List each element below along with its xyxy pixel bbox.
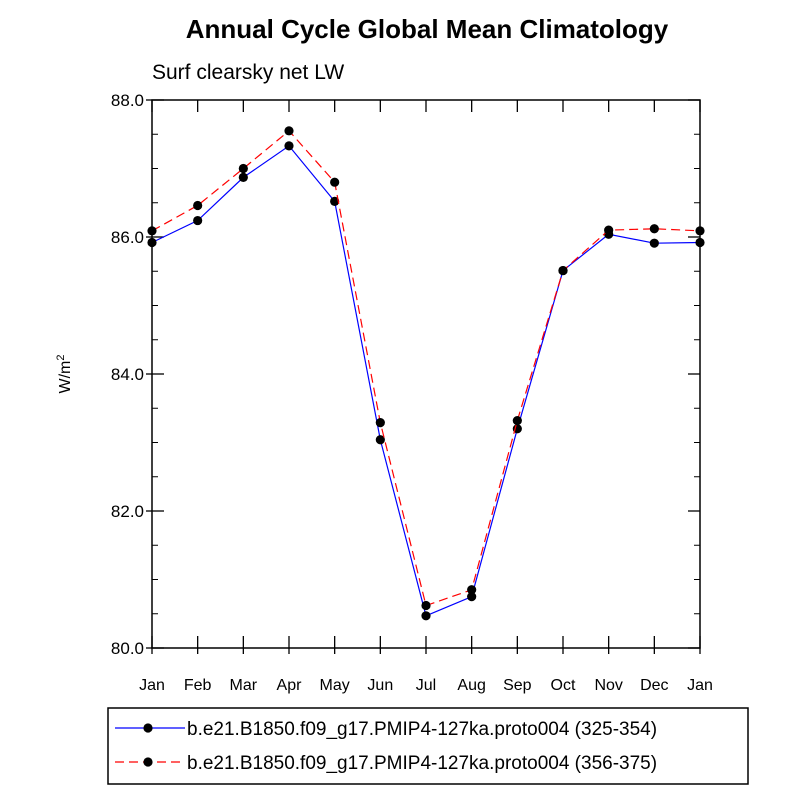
axis-ticks [146,99,701,654]
x-tick-label: Jul [416,677,436,694]
series-line [151,129,701,607]
y-tick-label: 82.0 [111,502,144,521]
data-point [284,126,294,136]
x-tick-label: Oct [551,677,576,694]
legend-box [107,707,749,785]
x-tick-label: Feb [184,677,212,694]
series-1 [147,141,705,621]
series-layer [147,126,705,621]
svg-text:W/m2: W/m2 [55,355,74,394]
data-point [330,177,340,187]
y-tick-label: 80.0 [111,639,144,658]
y-axis-label-superscript: 2 [55,355,67,361]
legend-label-1: b.e21.B1850.f09_g17.PMIP4-127ka.proto004… [187,719,657,740]
x-tick-label: Dec [640,677,668,694]
data-point [238,163,248,174]
data-point [467,585,477,595]
plot-frame [151,99,701,649]
data-point [421,611,431,621]
axis-tick-labels: 80.0 82.0 84.0 86.0 88.0 Jan Feb Mar Apr May Jun Ju… [111,91,713,694]
y-axis-label: W/m2 [55,355,74,394]
y-tick-label: 84.0 [111,365,144,384]
data-point [467,592,477,602]
y-tick-label: 88.0 [111,91,144,110]
legend: b.e21.B1850.f09_g17.PMIP4-127ka.proto004… [107,707,749,785]
x-tick-label: Sep [503,677,532,694]
data-point [284,141,294,151]
data-point [375,418,385,428]
data-point [512,415,522,426]
x-tick-label: May [320,677,350,694]
data-point [238,172,248,183]
data-point [330,196,340,206]
x-tick-label: Jan [687,677,713,694]
series-line [151,145,701,617]
data-point [421,600,431,611]
legend-marker-1 [143,723,153,733]
x-tick-label: Jun [367,677,393,694]
x-tick-label: Mar [230,677,258,694]
legend-marker-2 [143,757,153,767]
data-point [604,225,614,235]
chart-subtitle: Surf clearsky net LW [152,61,344,84]
data-point [558,265,568,276]
series-2 [147,126,705,611]
legend-label-2: b.e21.B1850.f09_g17.PMIP4-127ka.proto004… [187,753,657,774]
data-point [193,200,203,211]
data-point [193,215,203,226]
x-tick-label: Nov [594,677,622,694]
data-point [375,435,385,445]
y-tick-label: 86.0 [111,228,144,247]
x-tick-label: Aug [457,677,485,694]
data-point [649,224,659,234]
y-axis-label-main: W/m [57,361,74,394]
data-point [649,238,659,248]
chart-title: Annual Cycle Global Mean Climatology [186,14,669,44]
x-tick-label: Apr [277,677,303,694]
x-tick-label: Jan [139,677,165,694]
